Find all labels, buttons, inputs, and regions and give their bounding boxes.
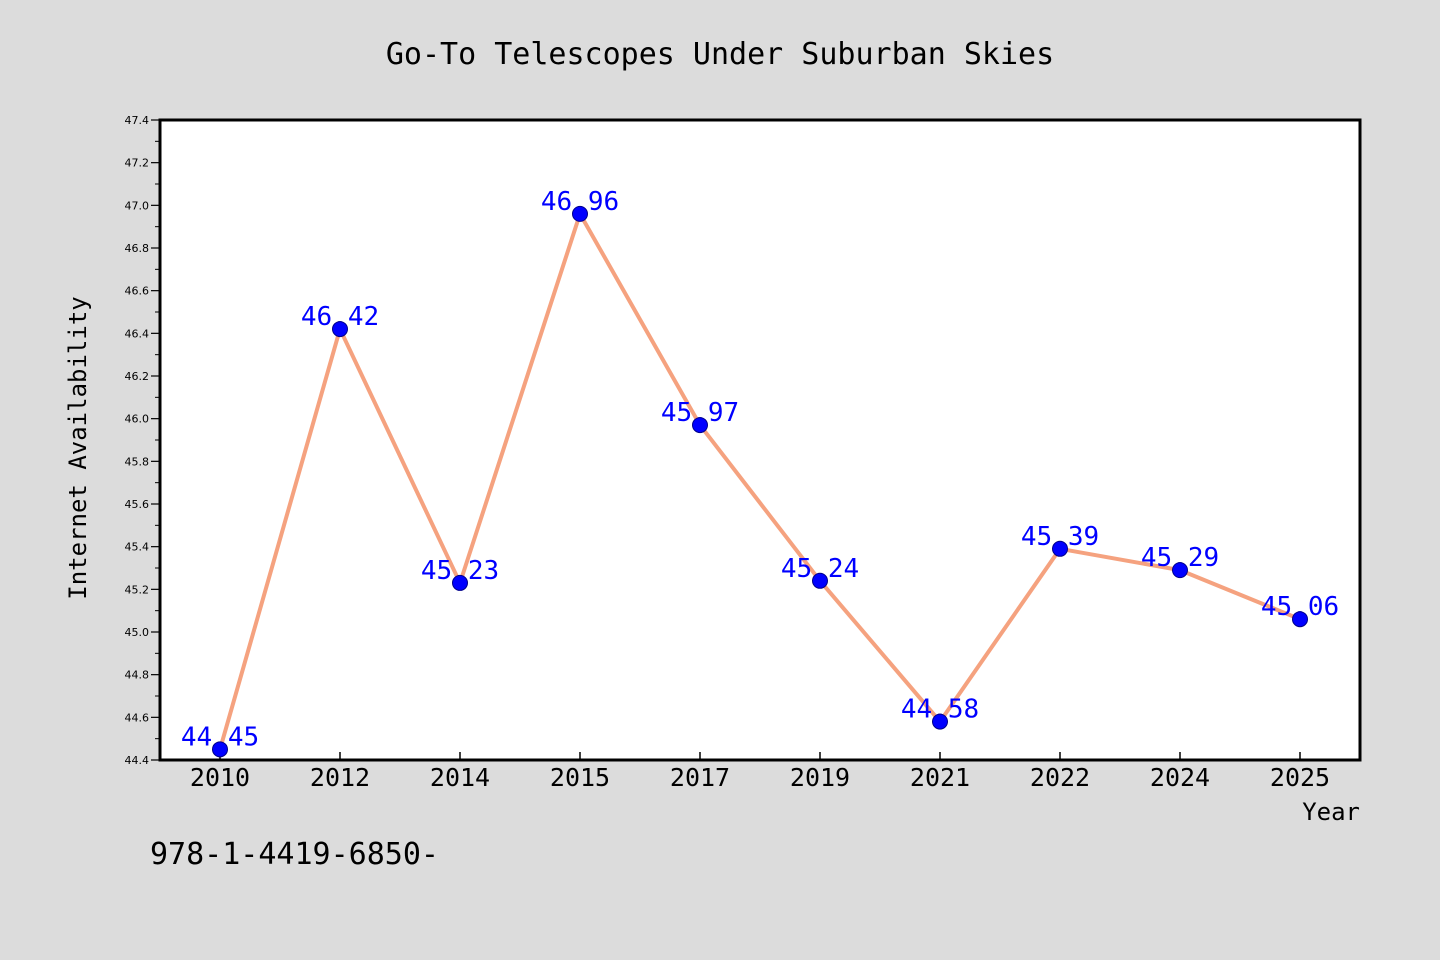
x-tick-label: 2024	[1150, 763, 1210, 792]
x-tick-label: 2025	[1270, 763, 1330, 792]
data-point	[692, 417, 708, 434]
x-tick-label: 2010	[190, 763, 250, 792]
plot-area	[158, 118, 1362, 762]
y-axis: 44.4 44.6 44.8 45.0 45.2 45.4 45.6 45.8 46.0 46.2…	[125, 114, 160, 767]
y-tick-label: 44.8	[125, 669, 150, 682]
data-point	[1172, 562, 1188, 579]
y-tick-label: 46.8	[125, 242, 150, 255]
x-tick-label: 2017	[670, 763, 730, 792]
data-point	[932, 713, 948, 730]
x-tick-label: 2015	[550, 763, 610, 792]
y-tick-label: 45.2	[125, 583, 150, 596]
series: 44.4546.4245.2346.9645.9745.2444.5845.39…	[181, 187, 1339, 758]
y-tick-label: 45.4	[125, 541, 150, 554]
y-axis-label: Internet Availability	[64, 296, 92, 599]
data-point	[1292, 611, 1308, 628]
x-tick-label: 2019	[790, 763, 850, 792]
y-tick-label: 44.4	[125, 754, 150, 767]
x-axis-label: Year	[1302, 798, 1360, 826]
y-tick-label: 46.4	[125, 327, 150, 340]
y-tick-label: 45.6	[125, 498, 150, 511]
y-tick-label: 46.2	[125, 370, 150, 383]
y-tick-label: 45.0	[125, 626, 150, 639]
data-point	[812, 572, 828, 589]
data-point	[1052, 540, 1068, 557]
y-tick-label: 47.0	[125, 199, 150, 212]
data-point	[452, 574, 468, 591]
y-tick-label: 45.8	[125, 455, 150, 468]
y-tick-label: 46.6	[125, 285, 150, 298]
data-point	[212, 741, 228, 758]
y-tick-label: 47.4	[125, 114, 150, 127]
series-line	[218, 211, 1302, 752]
x-tick-label: 2012	[310, 763, 370, 792]
x-tick-label: 2021	[910, 763, 970, 792]
footer-note: 978-1-4419-6850-	[150, 837, 439, 872]
x-tick-label: 2014	[430, 763, 490, 792]
x-axis: 2010 2012 2014 2015 2017 2019 2021 2022 2024 2025	[190, 752, 1330, 792]
y-tick-label: 47.2	[125, 157, 150, 170]
data-point	[572, 205, 588, 222]
data-point	[332, 321, 348, 338]
y-tick-label: 46.0	[125, 413, 150, 426]
y-tick-label: 44.6	[125, 711, 150, 724]
chart-title: Go-To Telescopes Under Suburban Skies	[386, 37, 1054, 72]
x-tick-label: 2022	[1030, 763, 1090, 792]
